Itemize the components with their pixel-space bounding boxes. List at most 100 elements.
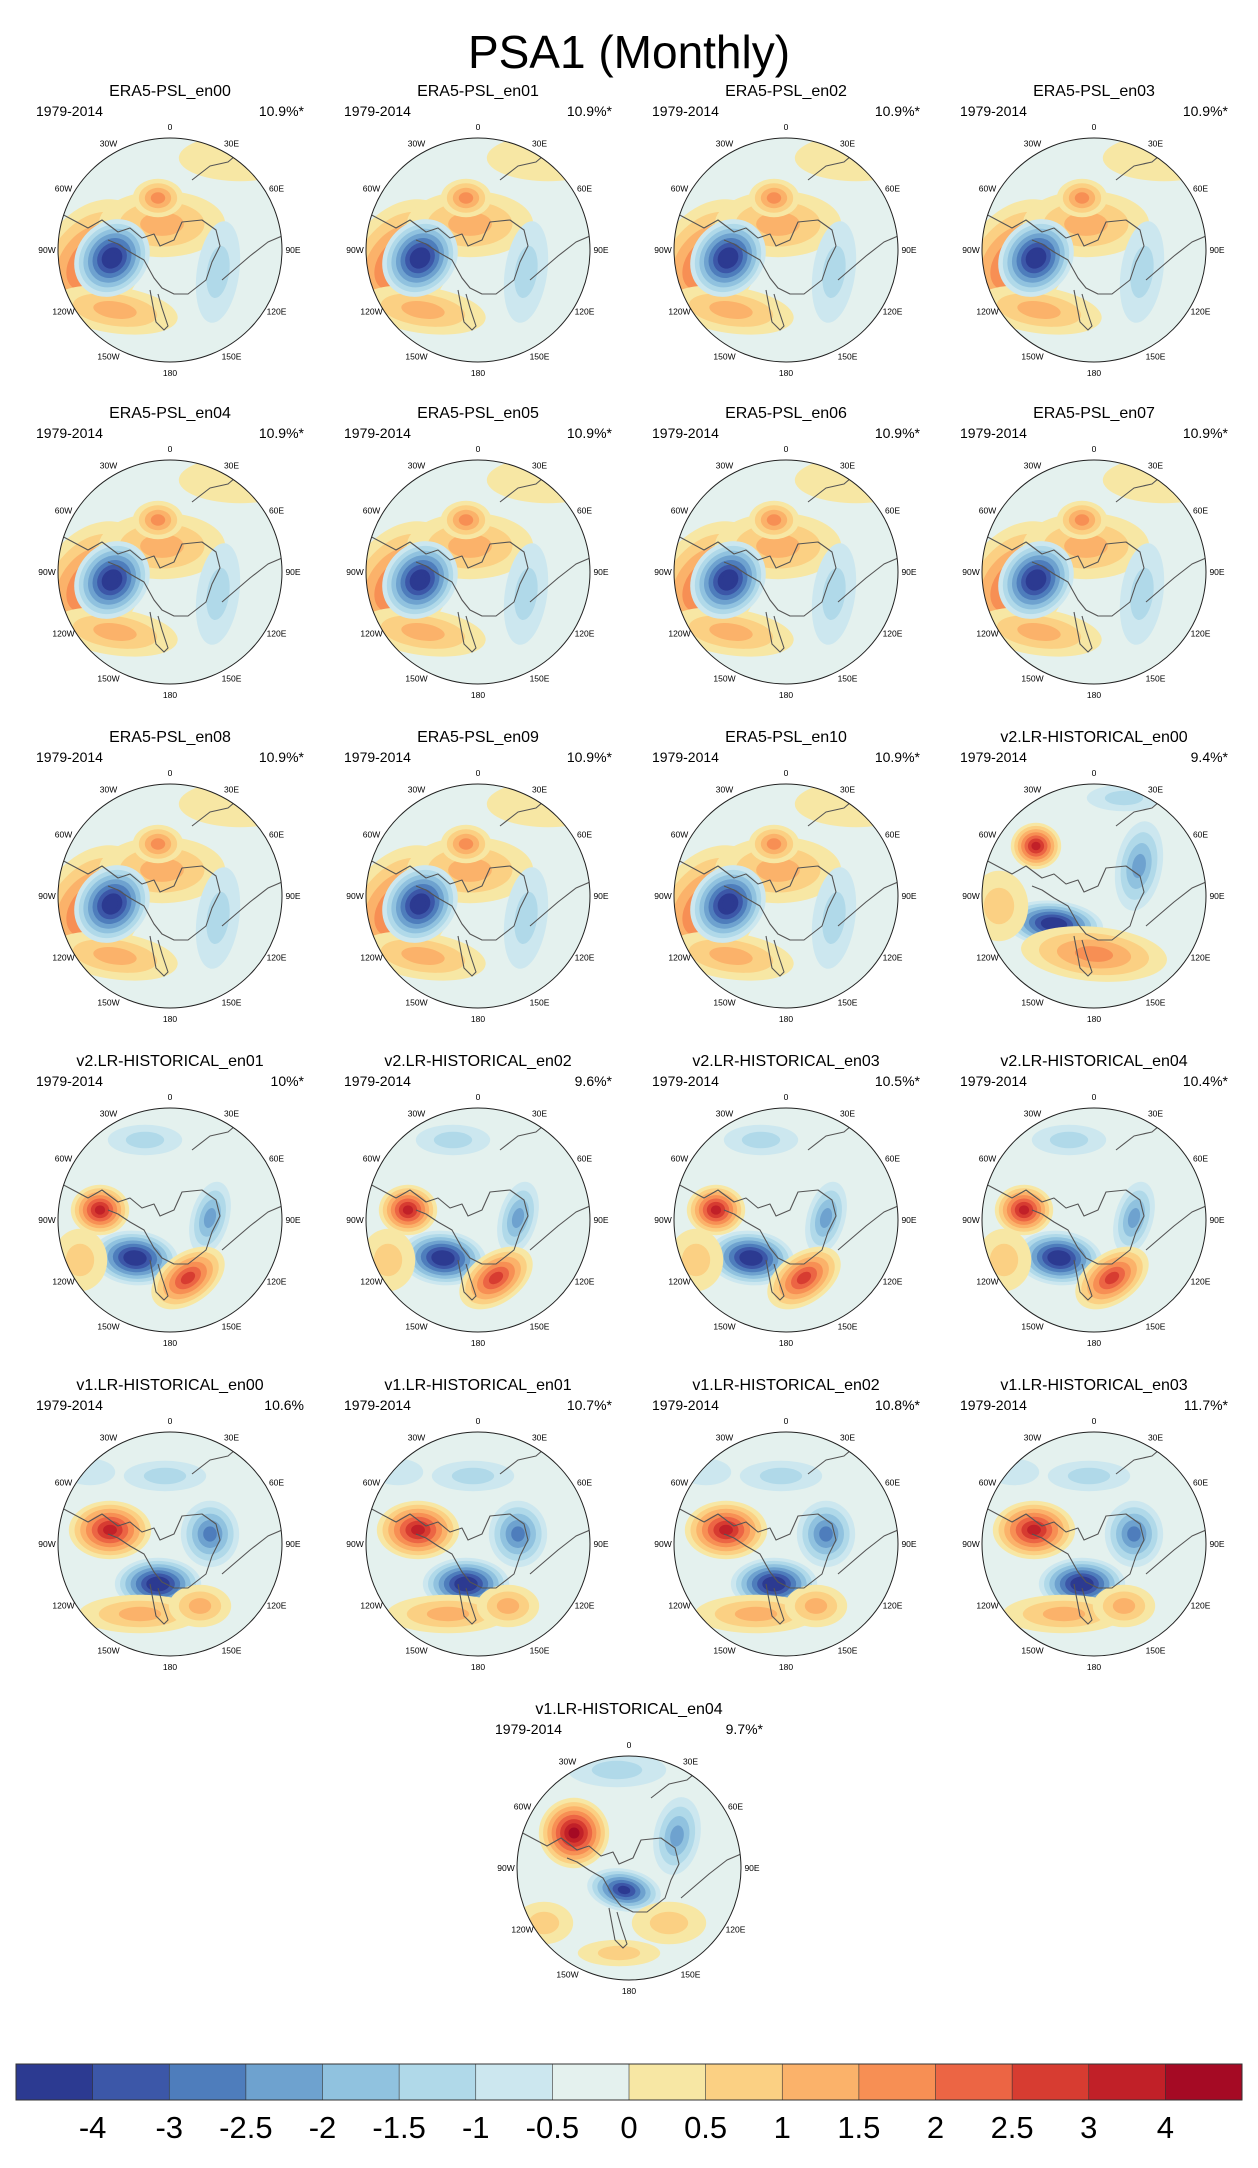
longitude-label: 120W xyxy=(976,629,998,639)
panel-period: 1979-2014 xyxy=(652,425,719,441)
longitude-label: 180 xyxy=(1087,690,1101,700)
longitude-label: 0 xyxy=(476,768,481,778)
map-boundary xyxy=(365,1107,591,1333)
colorbar-tick-label: -3 xyxy=(155,2110,183,2145)
longitude-label: 0 xyxy=(784,444,789,454)
panel-period: 1979-2014 xyxy=(36,1073,103,1089)
coastline xyxy=(674,1437,898,1625)
anomaly-positive-0 xyxy=(378,1184,438,1236)
longitude-label: 150W xyxy=(713,674,735,684)
longitude-label: 30E xyxy=(840,1433,855,1443)
anomaly-negative-3 xyxy=(690,865,766,943)
anomaly-positive-2 xyxy=(58,931,178,981)
longitude-label: 120E xyxy=(883,629,903,639)
map-boundary xyxy=(365,783,591,1009)
anomaly-field xyxy=(674,1113,898,1310)
longitude-label: 90E xyxy=(285,1215,300,1225)
panel-variance: 10.9%* xyxy=(567,103,613,119)
longitude-label: 60E xyxy=(577,1154,592,1164)
longitude-label: 120E xyxy=(883,1601,903,1611)
panel-variance: 11.7%* xyxy=(1184,1397,1229,1413)
anomaly-negative-2 xyxy=(796,1500,856,1568)
panel-title: ERA5-PSL_en06 xyxy=(725,405,847,422)
longitude-label: 30W xyxy=(408,461,425,471)
anomaly-negative-5 xyxy=(503,867,549,969)
map-boundary xyxy=(981,783,1207,1009)
longitude-label: 90E xyxy=(1209,1215,1224,1225)
anomaly-negative-5 xyxy=(503,543,549,645)
map-panel: ERA5-PSL_en08 1979-2014 10.9%* 0 30E 60E 90E 12… xyxy=(36,729,305,1024)
colorbar-swatch xyxy=(169,2064,247,2100)
longitude-label: 30W xyxy=(716,785,733,795)
longitude-label: 60E xyxy=(577,830,592,840)
longitude-label: 60E xyxy=(577,506,592,516)
longitude-label: 60E xyxy=(1193,1154,1208,1164)
longitude-label: 30E xyxy=(532,1109,547,1119)
panel-variance: 10.9%* xyxy=(567,749,613,765)
longitude-label: 60W xyxy=(55,506,72,516)
anomaly-negative-5 xyxy=(503,221,549,323)
longitude-label: 120W xyxy=(511,1925,533,1935)
map-boundary xyxy=(365,459,591,685)
map-boundary xyxy=(57,137,283,363)
anomaly-negative-4 xyxy=(107,1124,183,1156)
longitude-label: 30E xyxy=(224,1109,239,1119)
panel-period: 1979-2014 xyxy=(36,1397,103,1413)
longitude-label: 90W xyxy=(346,1539,363,1549)
longitude-label: 180 xyxy=(779,1338,793,1348)
longitude-label: 90W xyxy=(654,567,671,577)
longitude-label: 30E xyxy=(532,1433,547,1443)
longitude-label: 150E xyxy=(530,1322,550,1332)
panel-title: ERA5-PSL_en07 xyxy=(1033,405,1155,422)
anomaly-negative-5 xyxy=(195,221,241,323)
longitude-label: 150E xyxy=(838,674,858,684)
longitude-label: 120E xyxy=(575,953,595,963)
panel-variance: 10.9%* xyxy=(875,103,921,119)
longitude-label: 120W xyxy=(976,953,998,963)
anomaly-negative-1 xyxy=(91,1230,179,1286)
longitude-label: 120W xyxy=(668,1277,690,1287)
longitude-label: 30E xyxy=(224,1433,239,1443)
longitude-label: 60E xyxy=(885,830,900,840)
map-panel: ERA5-PSL_en07 1979-2014 10.9%* 0 30E 60E 90E 12… xyxy=(960,405,1229,700)
longitude-label: 120E xyxy=(575,629,595,639)
panel-variance: 10.5%* xyxy=(875,1073,921,1089)
panel-period: 1979-2014 xyxy=(960,425,1027,441)
longitude-label: 120W xyxy=(360,1277,382,1287)
longitude-label: 120E xyxy=(267,629,287,639)
coastline xyxy=(58,1113,282,1301)
longitude-label: 30W xyxy=(559,1757,576,1767)
longitude-label: 30E xyxy=(840,139,855,149)
panel-variance: 10.4%* xyxy=(1183,1073,1229,1089)
longitude-label: 150E xyxy=(838,352,858,362)
longitude-label: 150E xyxy=(1146,1322,1166,1332)
anomaly-positive-4 xyxy=(748,824,800,864)
panel-variance: 10.6% xyxy=(264,1397,304,1413)
coastline xyxy=(674,465,898,653)
longitude-label: 90W xyxy=(346,567,363,577)
panel-period: 1979-2014 xyxy=(36,425,103,441)
longitude-label: 90W xyxy=(962,1539,979,1549)
longitude-label: 90E xyxy=(285,245,300,255)
panel-title: v1.LR-HISTORICAL_en00 xyxy=(76,1377,263,1394)
anomaly-positive-6 xyxy=(784,1584,848,1628)
anomaly-positive-0 xyxy=(376,1500,460,1560)
panel-period: 1979-2014 xyxy=(652,1397,719,1413)
coastline xyxy=(982,143,1206,331)
panel-period: 1979-2014 xyxy=(344,749,411,765)
figure-title: PSA1 (Monthly) xyxy=(468,26,790,78)
panel-title: ERA5-PSL_en01 xyxy=(417,83,539,100)
longitude-label: 150E xyxy=(530,998,550,1008)
colorbar-swatch xyxy=(629,2064,707,2100)
longitude-label: 150E xyxy=(222,1322,242,1332)
map-boundary xyxy=(673,137,899,363)
colorbar-swatch xyxy=(552,2064,630,2100)
panel-period: 1979-2014 xyxy=(36,103,103,119)
anomaly-negative-5 xyxy=(195,543,241,645)
anomaly-field xyxy=(366,460,590,657)
colorbar-swatch xyxy=(858,2064,937,2100)
panel-variance: 10.9%* xyxy=(1183,425,1229,441)
anomaly-field xyxy=(674,1437,898,1634)
anomaly-positive-3 xyxy=(1075,1246,1149,1310)
